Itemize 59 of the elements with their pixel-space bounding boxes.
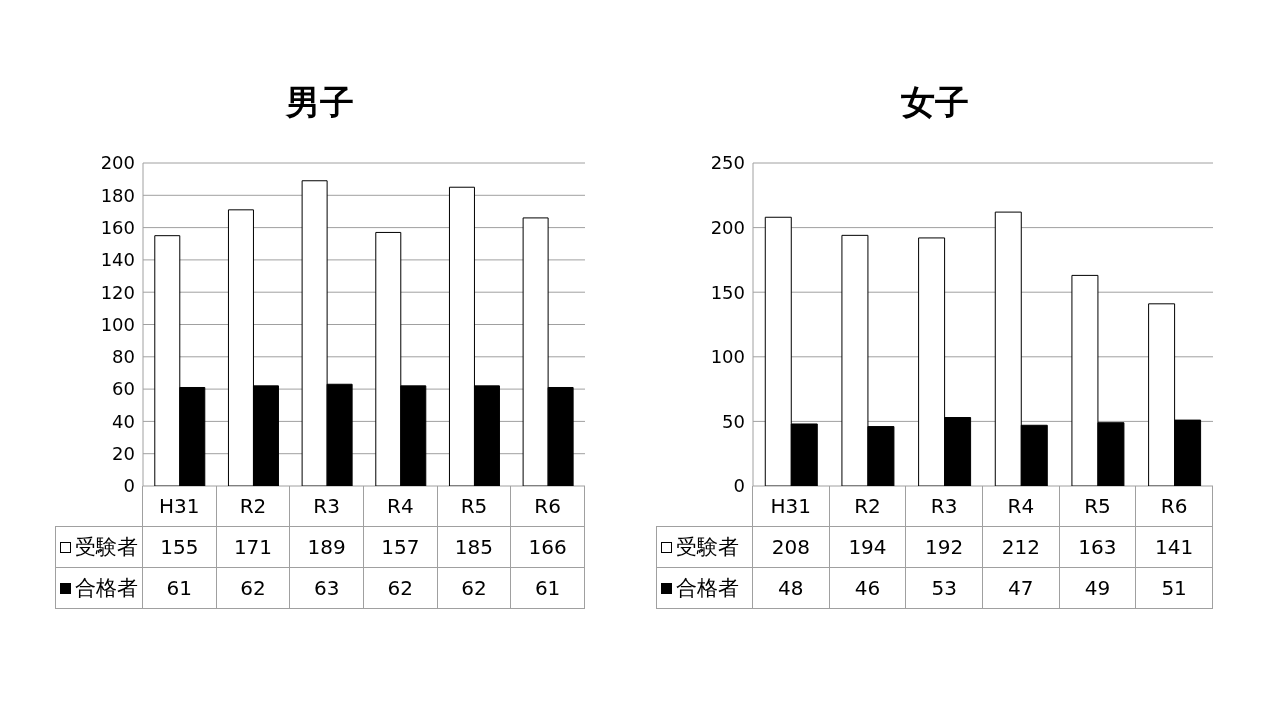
y-tick-label: 200 — [710, 216, 745, 238]
data-label: 163 — [1059, 527, 1137, 568]
data-label: 189 — [290, 527, 364, 568]
data-label: 192 — [906, 527, 983, 568]
x-tick-label: R5 — [1059, 486, 1137, 527]
y-tick-label: 250 — [710, 152, 745, 174]
data-label: 62 — [216, 568, 291, 609]
legend-label: 合格者 — [656, 568, 753, 609]
y-tick-label: 180 — [100, 184, 135, 206]
legend-label: 受験者 — [656, 527, 753, 568]
data-label: 62 — [437, 568, 512, 609]
y-tick-label: 0 — [733, 475, 745, 497]
data-label: 141 — [1136, 527, 1213, 568]
data-label: 155 — [143, 527, 217, 568]
x-tick-label: H31 — [753, 486, 830, 527]
data-label: 51 — [1136, 568, 1213, 609]
data-label: 157 — [363, 527, 438, 568]
x-tick-label: R4 — [982, 486, 1060, 527]
data-label: 48 — [753, 568, 830, 609]
y-tick-label: 20 — [112, 443, 135, 465]
data-label: 212 — [982, 527, 1060, 568]
y-tick-label: 60 — [112, 378, 135, 400]
data-label: 194 — [829, 527, 907, 568]
y-tick-label: 40 — [112, 410, 135, 432]
y-tick-label: 160 — [100, 216, 135, 238]
y-tick-label: 100 — [100, 313, 135, 335]
chart-title: 女子 — [899, 81, 970, 124]
y-tick-label: 150 — [710, 281, 745, 303]
y-tick-label: 100 — [710, 346, 745, 368]
x-tick-label: R6 — [1136, 486, 1213, 527]
data-label: 53 — [906, 568, 983, 609]
y-tick-label: 0 — [123, 475, 135, 497]
y-tick-label: 50 — [722, 410, 745, 432]
y-tick-label: 140 — [100, 249, 135, 271]
data-label: 47 — [982, 568, 1060, 609]
x-tick-label: R6 — [511, 486, 585, 527]
chart-title: 男子 — [284, 81, 355, 124]
x-tick-label: R5 — [437, 486, 512, 527]
data-label: 185 — [437, 527, 512, 568]
data-label: 171 — [216, 527, 291, 568]
legend-label: 受験者 — [55, 527, 143, 568]
data-label: 61 — [143, 568, 217, 609]
data-label: 46 — [829, 568, 907, 609]
legend-label: 合格者 — [55, 568, 143, 609]
x-tick-label: R4 — [363, 486, 438, 527]
x-tick-label: R3 — [290, 486, 364, 527]
data-label: 63 — [290, 568, 364, 609]
data-label: 208 — [753, 527, 830, 568]
x-tick-label: R3 — [906, 486, 983, 527]
y-tick-label: 200 — [100, 152, 135, 174]
data-label: 166 — [511, 527, 585, 568]
data-label: 49 — [1059, 568, 1137, 609]
y-tick-label: 120 — [100, 281, 135, 303]
data-label: 62 — [363, 568, 438, 609]
x-tick-label: R2 — [216, 486, 291, 527]
data-label: 61 — [511, 568, 585, 609]
x-tick-label: R2 — [829, 486, 907, 527]
x-tick-label: H31 — [143, 486, 217, 527]
y-tick-label: 80 — [112, 346, 135, 368]
